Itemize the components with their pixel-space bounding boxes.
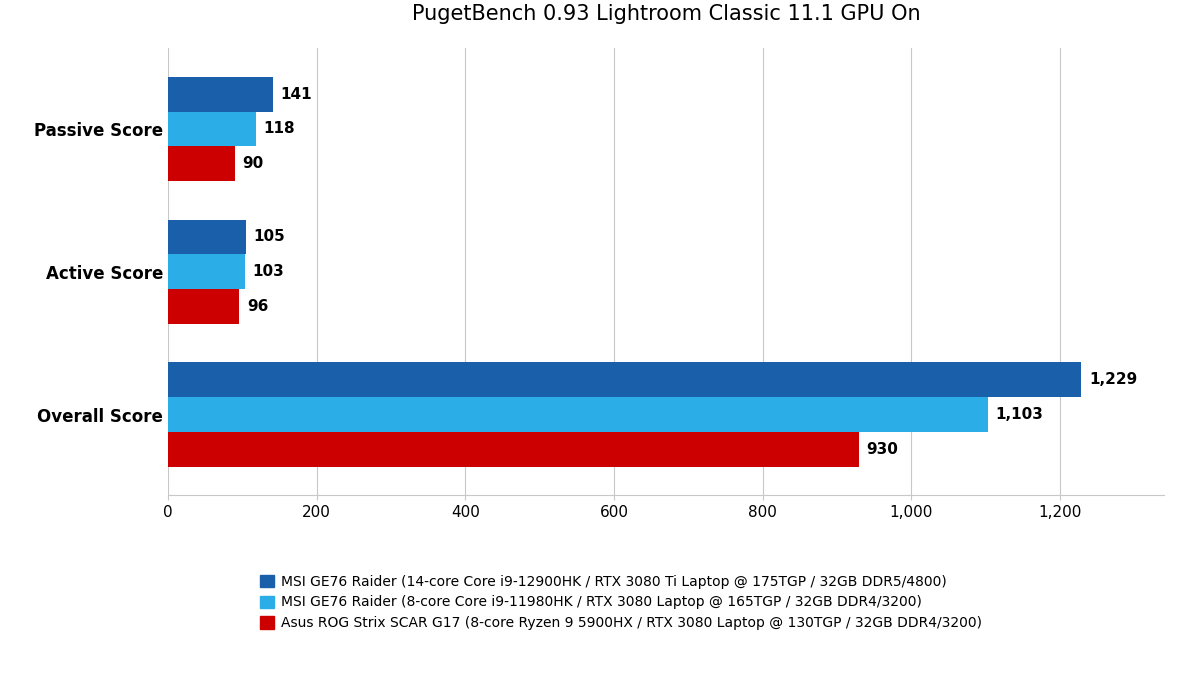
Text: 1,229: 1,229 <box>1088 372 1138 387</box>
Text: 105: 105 <box>253 230 286 244</box>
Text: 930: 930 <box>866 442 899 457</box>
Text: 90: 90 <box>242 156 264 171</box>
Bar <box>168 363 1081 397</box>
Text: 1,103: 1,103 <box>995 407 1043 422</box>
Bar <box>168 289 239 324</box>
Text: 141: 141 <box>281 87 312 102</box>
Bar <box>168 432 859 466</box>
Text: 103: 103 <box>252 264 283 279</box>
Legend: MSI GE76 Raider (14-core Core i9-12900HK / RTX 3080 Ti Laptop @ 175TGP / 32GB DD: MSI GE76 Raider (14-core Core i9-12900HK… <box>254 569 988 636</box>
Text: 96: 96 <box>247 299 268 314</box>
Bar <box>168 77 272 111</box>
Text: 118: 118 <box>263 121 295 136</box>
Bar <box>168 147 235 181</box>
Bar <box>168 397 988 432</box>
Title: PugetBench 0.93 Lightroom Classic 11.1 GPU On: PugetBench 0.93 Lightroom Classic 11.1 G… <box>412 4 920 24</box>
Bar <box>168 111 256 147</box>
Bar <box>168 255 245 289</box>
Bar <box>168 219 246 255</box>
